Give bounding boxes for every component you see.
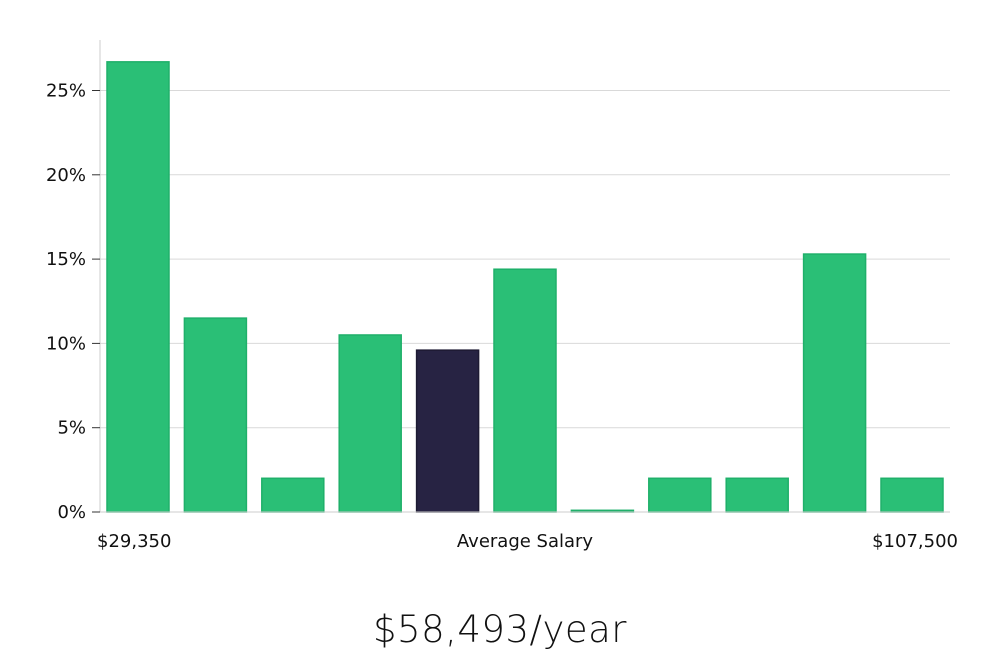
bar: [493, 268, 557, 513]
bar: [183, 317, 248, 513]
y-tick-label: 20%: [46, 165, 86, 186]
y-tick-label: 10%: [46, 333, 86, 354]
bar-highlighted: [415, 349, 480, 513]
bar: [261, 477, 325, 513]
bar: [106, 61, 170, 513]
x-axis-title: Average Salary: [457, 531, 594, 552]
bar: [802, 253, 867, 513]
y-tick-label: 25%: [46, 81, 86, 102]
x-min-label: $29,350: [97, 531, 171, 552]
bar: [725, 477, 789, 513]
bar: [338, 334, 402, 513]
y-tick-label: 0%: [57, 502, 86, 523]
bar: [648, 477, 712, 513]
axes: [99, 40, 950, 513]
y-tick-label: 15%: [46, 249, 86, 270]
y-tick-labels: 0% 5% 10% 15% 20% 25%: [46, 81, 100, 523]
x-max-label: $107,500: [872, 531, 958, 552]
chart-plot: 0%5%10%15%20%25% $29,350 Average Salary …: [46, 40, 958, 552]
bars: [106, 61, 944, 513]
average-salary-value: $58,493/year: [372, 608, 627, 651]
bar: [880, 477, 944, 513]
y-tick-label: 5%: [57, 418, 86, 439]
